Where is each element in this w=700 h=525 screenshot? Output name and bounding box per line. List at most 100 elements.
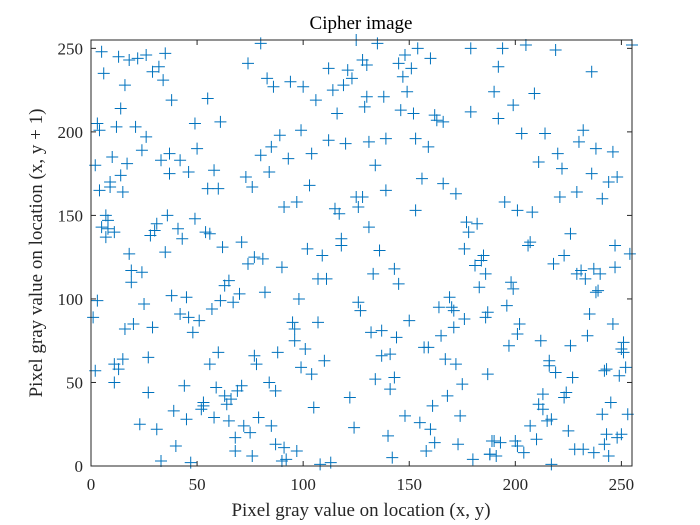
scatter-point <box>452 438 465 451</box>
scatter-point <box>275 261 288 274</box>
scatter-point <box>492 112 505 125</box>
scatter-point <box>549 366 562 379</box>
scatter-point <box>157 74 170 87</box>
scatter-point <box>509 434 522 447</box>
scatter-point <box>235 379 248 392</box>
scatter-point <box>458 312 471 325</box>
scatter-point <box>312 316 325 329</box>
y-tick-label: 50 <box>66 373 83 392</box>
scatter-point <box>528 87 541 100</box>
scatter-point <box>602 449 615 462</box>
y-tick-label: 250 <box>58 39 84 58</box>
scatter-point <box>606 145 619 158</box>
scatter-point <box>165 94 178 107</box>
scatter-point <box>169 439 182 452</box>
scatter-point <box>326 84 339 97</box>
scatter-point <box>398 409 411 422</box>
scatter-point <box>176 232 189 245</box>
scatter-point <box>114 102 127 115</box>
scatter-point <box>377 90 390 103</box>
scatter-point <box>150 423 163 436</box>
scatter-point <box>500 299 513 312</box>
scatter-point <box>316 249 329 262</box>
x-tick-label: 150 <box>396 475 422 494</box>
scatter-point <box>441 389 454 402</box>
scatter-point <box>229 431 242 444</box>
scatter-point <box>174 307 187 320</box>
scatter-point <box>133 418 146 431</box>
scatter-point <box>445 301 458 314</box>
scatter-point <box>174 154 187 167</box>
scatter-point <box>180 291 193 304</box>
scatter-point <box>282 152 295 165</box>
scatter-point <box>324 456 337 469</box>
scatter-point <box>388 371 401 384</box>
scatter-point <box>430 114 443 127</box>
scatter-point <box>407 107 420 120</box>
scatter-point <box>583 307 596 320</box>
scatter-point <box>498 196 511 209</box>
scatter-point <box>488 85 501 98</box>
scatter-point <box>532 155 545 168</box>
scatter-point <box>345 72 358 85</box>
scatter-point <box>369 373 382 386</box>
scatter-point <box>239 170 252 183</box>
scatter-point <box>464 105 477 118</box>
scatter-point <box>292 292 305 305</box>
scatter-point <box>307 401 320 414</box>
scatter-point <box>305 147 318 160</box>
scatter-point <box>390 331 403 344</box>
scatter-point <box>449 358 462 371</box>
scatter-point <box>365 326 378 339</box>
scatter-point <box>331 107 344 120</box>
scatter-point <box>146 321 159 334</box>
scatter-point <box>549 44 562 57</box>
scatter-point <box>502 339 515 352</box>
x-axis-label: Pixel gray value on location (x, y) <box>231 500 490 521</box>
scatter-point <box>265 140 278 153</box>
scatter-point <box>295 361 308 374</box>
scatter-point <box>140 130 153 143</box>
scatter-point <box>362 135 375 148</box>
scatter-point <box>121 157 134 170</box>
y-tick-label: 150 <box>58 206 84 225</box>
scatter-point <box>496 42 509 55</box>
scatter-point <box>587 262 600 275</box>
scatter-point <box>483 448 496 461</box>
scatter-point <box>191 142 204 155</box>
scatter-point <box>409 132 422 145</box>
scatter-point <box>558 391 571 404</box>
scatter-point <box>159 246 172 259</box>
scatter-point <box>589 286 602 299</box>
x-tick-label: 0 <box>87 475 96 494</box>
scatter-point <box>258 286 271 299</box>
scatter-point <box>286 316 299 329</box>
scatter-point <box>163 147 176 160</box>
scatter-point <box>354 304 367 317</box>
scatter-point <box>159 47 172 60</box>
scatter-point <box>585 65 598 78</box>
scatter-point <box>362 221 375 234</box>
scatter-point <box>91 294 104 307</box>
scatter-point <box>322 62 335 75</box>
scatter-point <box>524 419 537 432</box>
scatter-point <box>131 52 144 65</box>
scatter-point <box>348 421 361 434</box>
scatter-point <box>553 191 566 204</box>
scatter-point <box>577 124 590 137</box>
scatter-point <box>424 52 437 65</box>
scatter-point <box>615 343 628 356</box>
scatter-point <box>314 458 327 471</box>
scatter-point <box>379 132 392 145</box>
scatter-point <box>104 181 117 194</box>
scatter-point <box>471 217 484 230</box>
scatter-point <box>596 192 609 205</box>
scatter-point <box>602 176 615 188</box>
scatter-point <box>208 411 221 424</box>
scatter-point <box>114 169 127 182</box>
scatter-point <box>547 257 560 270</box>
scatter-point <box>623 247 636 260</box>
plot-area <box>87 34 638 471</box>
scatter-point <box>469 259 482 272</box>
